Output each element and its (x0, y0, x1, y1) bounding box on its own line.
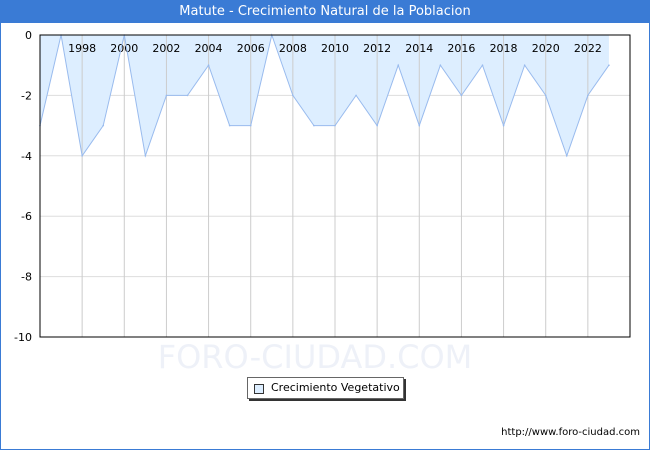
chart-title: Matute - Crecimiento Natural de la Pobla… (1, 1, 649, 23)
x-tick-label: 2006 (237, 42, 265, 55)
data-point (397, 64, 400, 66)
data-point (207, 64, 210, 66)
data-point (228, 124, 231, 127)
data-point (481, 64, 484, 66)
data-point (587, 94, 589, 97)
plot-border (39, 34, 631, 338)
y-tick-label: 0 (25, 29, 32, 42)
legend-label: Crecimiento Vegetativo (271, 381, 400, 394)
y-tick-label: -4 (21, 150, 32, 163)
data-point (102, 124, 105, 127)
x-tick-label: 2010 (321, 42, 349, 55)
data-point (502, 124, 505, 127)
series-line (39, 33, 610, 158)
x-tick-label: 2000 (110, 42, 138, 55)
data-point (608, 64, 610, 66)
x-tick-label: 2004 (195, 42, 223, 55)
x-tick-label: 2022 (574, 42, 602, 55)
legend-swatch (254, 384, 264, 394)
x-tick-label: 2016 (447, 42, 475, 55)
data-point (439, 64, 442, 66)
data-point (334, 124, 336, 127)
y-tick-label: -2 (21, 89, 32, 102)
y-tick-label: -8 (21, 271, 32, 284)
data-point (418, 124, 421, 127)
y-tick-label: -6 (21, 210, 32, 223)
data-point (249, 124, 252, 127)
x-tick-label: 2020 (532, 42, 560, 55)
series-area (40, 35, 609, 156)
data-point (355, 94, 357, 97)
x-tick-label: 1998 (68, 42, 96, 55)
legend: Crecimiento Vegetativo (247, 377, 404, 399)
data-point (186, 94, 189, 97)
data-point (144, 155, 147, 157)
x-tick-label: 2012 (363, 42, 391, 55)
data-point (81, 155, 83, 157)
data-point (165, 94, 168, 97)
watermark: FORO-CIUDAD.COM (158, 338, 473, 376)
y-tick-label: -10 (14, 331, 32, 344)
x-tick-label: 2018 (490, 42, 518, 55)
x-tick-label: 2008 (279, 42, 307, 55)
data-point (313, 124, 315, 127)
data-point (523, 64, 526, 66)
data-point (292, 94, 294, 97)
data-point (376, 124, 378, 127)
x-tick-label: 2002 (152, 42, 180, 55)
source-url: http://www.foro-ciudad.com (501, 427, 640, 438)
data-point (460, 94, 463, 97)
data-point (565, 155, 568, 157)
x-tick-label: 2014 (405, 42, 433, 55)
data-point (544, 94, 547, 97)
